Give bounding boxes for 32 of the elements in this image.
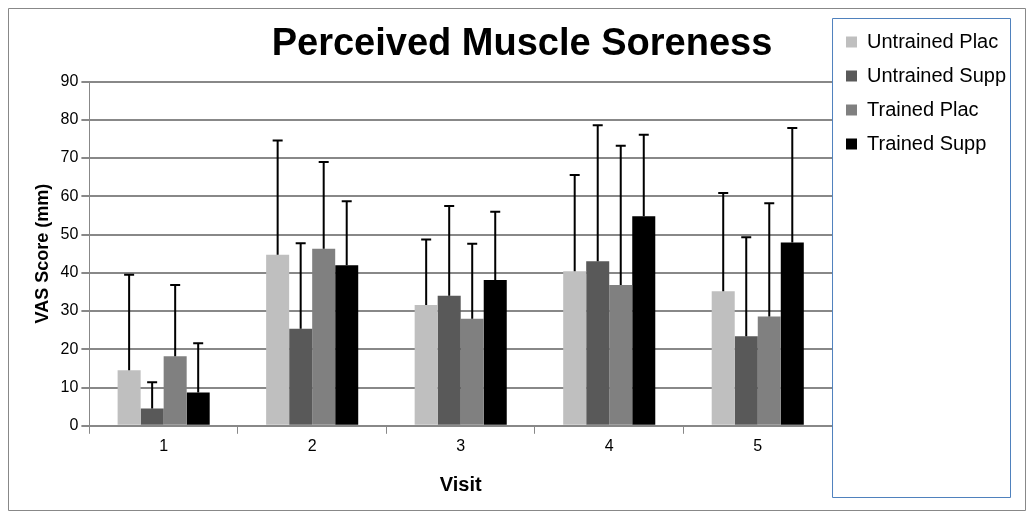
bar [734, 336, 758, 425]
x-tick-label: 4 [604, 436, 614, 454]
legend-label: Untrained Supp [867, 63, 1006, 86]
y-tick-label: 0 [69, 416, 79, 434]
bar [586, 261, 610, 425]
bar [117, 370, 141, 425]
bar [563, 271, 587, 425]
y-tick-label: 80 [60, 110, 79, 128]
y-tick-label: 50 [60, 224, 79, 242]
y-tick-label: 40 [60, 263, 79, 281]
y-tick-label: 60 [60, 186, 79, 204]
bar [289, 328, 313, 425]
x-tick-label: 1 [159, 436, 169, 454]
bar [140, 408, 164, 425]
y-axis-title: VAS Score (mm) [31, 183, 52, 324]
x-tick-label: 2 [307, 436, 317, 454]
bar [414, 304, 438, 425]
x-axis-title: Visit [439, 472, 482, 495]
y-tick-label: 30 [60, 301, 79, 319]
y-tick-label: 10 [60, 377, 79, 395]
legend-label: Trained Supp [867, 131, 987, 154]
bar [711, 291, 735, 425]
bar [437, 295, 461, 425]
y-tick-label: 20 [60, 339, 79, 357]
x-tick-label: 3 [456, 436, 466, 454]
legend-label: Untrained Plac [867, 29, 999, 52]
y-tick-label: 90 [60, 72, 79, 90]
legend-label: Trained Plac [867, 97, 979, 120]
chart-title: Perceived Muscle Soreness [271, 21, 773, 64]
y-tick-label: 70 [60, 148, 79, 166]
x-tick-label: 5 [753, 436, 763, 454]
bar [266, 254, 290, 425]
